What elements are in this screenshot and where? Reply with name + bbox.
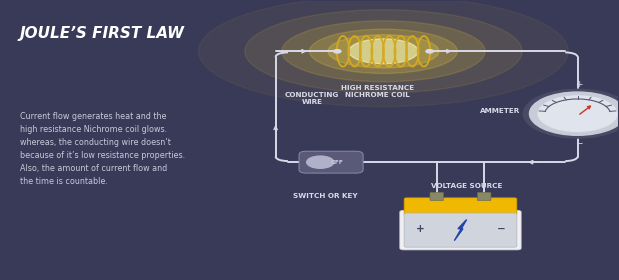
Text: OFF: OFF: [331, 160, 344, 165]
Text: CONDUCTING
WIRE: CONDUCTING WIRE: [285, 92, 339, 105]
Ellipse shape: [282, 21, 485, 82]
Ellipse shape: [310, 29, 457, 73]
Circle shape: [529, 92, 619, 135]
Text: SWITCH OR KEY: SWITCH OR KEY: [293, 193, 357, 199]
Ellipse shape: [245, 10, 522, 93]
Circle shape: [523, 89, 619, 138]
Polygon shape: [454, 220, 467, 241]
Text: VOLTAGE SOURCE: VOLTAGE SOURCE: [431, 183, 503, 189]
Text: HIGH RESISTANCE
NICHROME COIL: HIGH RESISTANCE NICHROME COIL: [340, 85, 414, 97]
Text: −: −: [496, 224, 505, 234]
Circle shape: [306, 156, 334, 168]
FancyBboxPatch shape: [400, 210, 521, 250]
Ellipse shape: [348, 39, 418, 64]
Text: +: +: [575, 80, 582, 89]
FancyBboxPatch shape: [404, 198, 517, 215]
Text: JOULE’S FIRST LAW: JOULE’S FIRST LAW: [20, 26, 185, 41]
Text: +: +: [416, 224, 425, 234]
Ellipse shape: [199, 0, 568, 107]
Circle shape: [334, 50, 341, 53]
FancyBboxPatch shape: [477, 192, 491, 200]
Circle shape: [538, 96, 617, 131]
Circle shape: [426, 50, 433, 53]
Text: Current flow generates heat and the
high resistance Nichrome coil glows.
whereas: Current flow generates heat and the high…: [20, 112, 185, 186]
Text: −: −: [575, 139, 582, 148]
Ellipse shape: [328, 35, 439, 68]
FancyBboxPatch shape: [430, 192, 444, 200]
FancyBboxPatch shape: [299, 151, 363, 173]
Text: AMMETER: AMMETER: [480, 108, 520, 114]
FancyBboxPatch shape: [404, 213, 517, 247]
